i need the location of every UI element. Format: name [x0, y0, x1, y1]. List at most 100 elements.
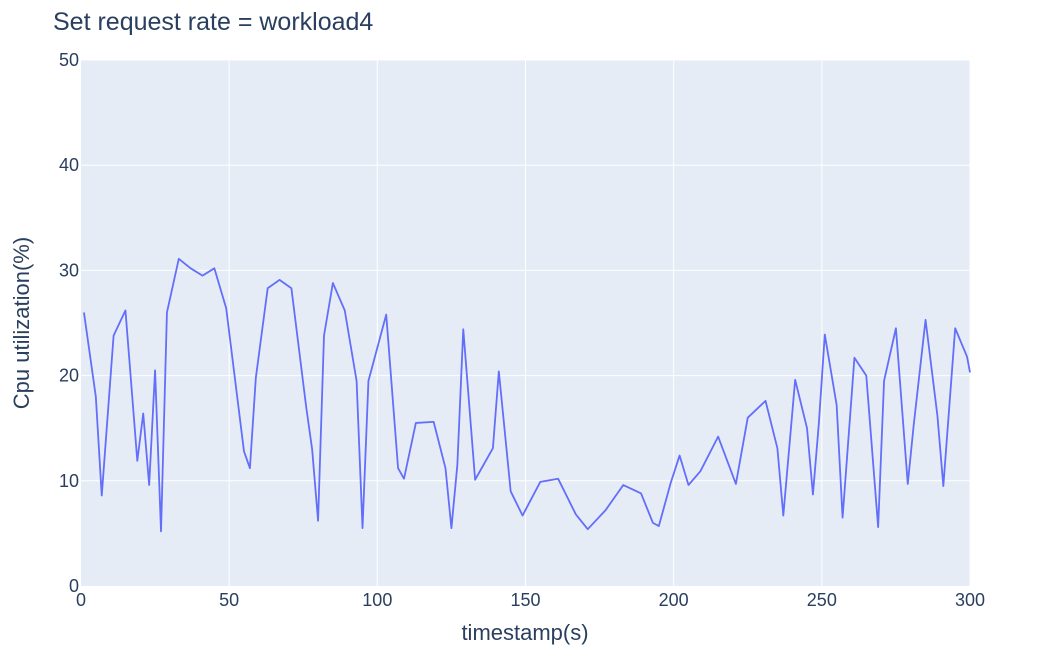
data-point	[474, 479, 476, 481]
data-point	[812, 493, 814, 495]
x-tick-label: 200	[659, 590, 689, 610]
data-point	[521, 514, 523, 516]
data-point	[95, 395, 97, 397]
data-point	[456, 464, 458, 466]
data-point	[255, 377, 257, 379]
data-point	[154, 369, 156, 371]
data-point	[142, 412, 144, 414]
data-point	[355, 380, 357, 382]
data-point	[385, 313, 387, 315]
data-point	[824, 333, 826, 335]
data-point	[841, 516, 843, 518]
data-point	[415, 422, 417, 424]
data-point	[166, 311, 168, 313]
data-point	[201, 274, 203, 276]
data-point	[83, 311, 85, 313]
series-line	[83, 257, 971, 533]
data-point	[924, 319, 926, 321]
x-tick-label: 0	[76, 590, 86, 610]
data-point	[539, 481, 541, 483]
data-point	[444, 467, 446, 469]
data-point	[907, 483, 909, 485]
data-point	[575, 513, 577, 515]
data-point	[966, 355, 968, 357]
data-point	[658, 525, 660, 527]
data-point	[266, 287, 268, 289]
data-point	[936, 414, 938, 416]
data-point	[883, 380, 885, 382]
data-point	[189, 267, 191, 269]
y-axis-title: Cpu utilization(%)	[9, 237, 34, 409]
data-point	[361, 527, 363, 529]
data-point	[403, 478, 405, 480]
data-point	[432, 421, 434, 423]
data-point	[717, 435, 719, 437]
data-point	[311, 448, 313, 450]
data-point	[213, 267, 215, 269]
x-tick-label: 300	[955, 590, 985, 610]
data-point	[124, 309, 126, 311]
y-tick-label: 50	[59, 50, 79, 70]
data-point	[278, 279, 280, 281]
data-point	[332, 282, 334, 284]
y-tick-label: 10	[59, 471, 79, 491]
y-grid	[81, 59, 970, 482]
data-point	[640, 492, 642, 494]
data-point	[942, 485, 944, 487]
data-point	[323, 334, 325, 336]
data-point	[853, 357, 855, 359]
data-point	[136, 460, 138, 462]
data-point	[344, 309, 346, 311]
data-point	[678, 454, 680, 456]
x-ticks: 0 50 100 150 200 250 300	[76, 590, 985, 610]
data-point	[764, 400, 766, 402]
data-point	[112, 334, 114, 336]
data-point	[735, 483, 737, 485]
data-point	[450, 527, 452, 529]
y-tick-label: 0	[69, 576, 79, 596]
data-point	[305, 406, 307, 408]
y-tick-label: 20	[59, 366, 79, 386]
data-point	[462, 328, 464, 330]
data-point	[699, 470, 701, 472]
data-point	[225, 307, 227, 309]
data-point	[148, 484, 150, 486]
y-tick-label: 40	[59, 155, 79, 175]
x-tick-label: 100	[362, 590, 392, 610]
x-grid	[228, 60, 971, 586]
x-tick-label: 250	[807, 590, 837, 610]
data-point	[806, 427, 808, 429]
chart-title: Set request rate = workload4	[53, 8, 373, 36]
data-point	[835, 404, 837, 406]
data-point	[865, 374, 867, 376]
data-point	[747, 416, 749, 418]
data-point	[687, 484, 689, 486]
data-point	[877, 526, 879, 528]
data-point	[498, 370, 500, 372]
data-point	[670, 482, 672, 484]
data-point	[587, 528, 589, 530]
data-point	[818, 422, 820, 424]
data-point	[397, 467, 399, 469]
data-point	[290, 287, 292, 289]
data-point	[243, 450, 245, 452]
data-point	[794, 379, 796, 381]
data-point	[954, 327, 956, 329]
data-point	[776, 447, 778, 449]
data-point	[969, 371, 971, 373]
x-tick-label: 150	[510, 590, 540, 610]
data-point	[913, 424, 915, 426]
data-point	[604, 509, 606, 511]
data-point	[160, 530, 162, 532]
y-ticks: 0 10 20 30 40 50	[59, 50, 79, 596]
data-point	[895, 327, 897, 329]
data-point	[652, 522, 654, 524]
data-point	[557, 478, 559, 480]
data-point	[178, 258, 180, 260]
x-tick-label: 50	[219, 590, 239, 610]
data-point	[367, 380, 369, 382]
data-point	[509, 490, 511, 492]
x-axis-title: timestamp(s)	[461, 620, 588, 645]
data-point	[101, 494, 103, 496]
